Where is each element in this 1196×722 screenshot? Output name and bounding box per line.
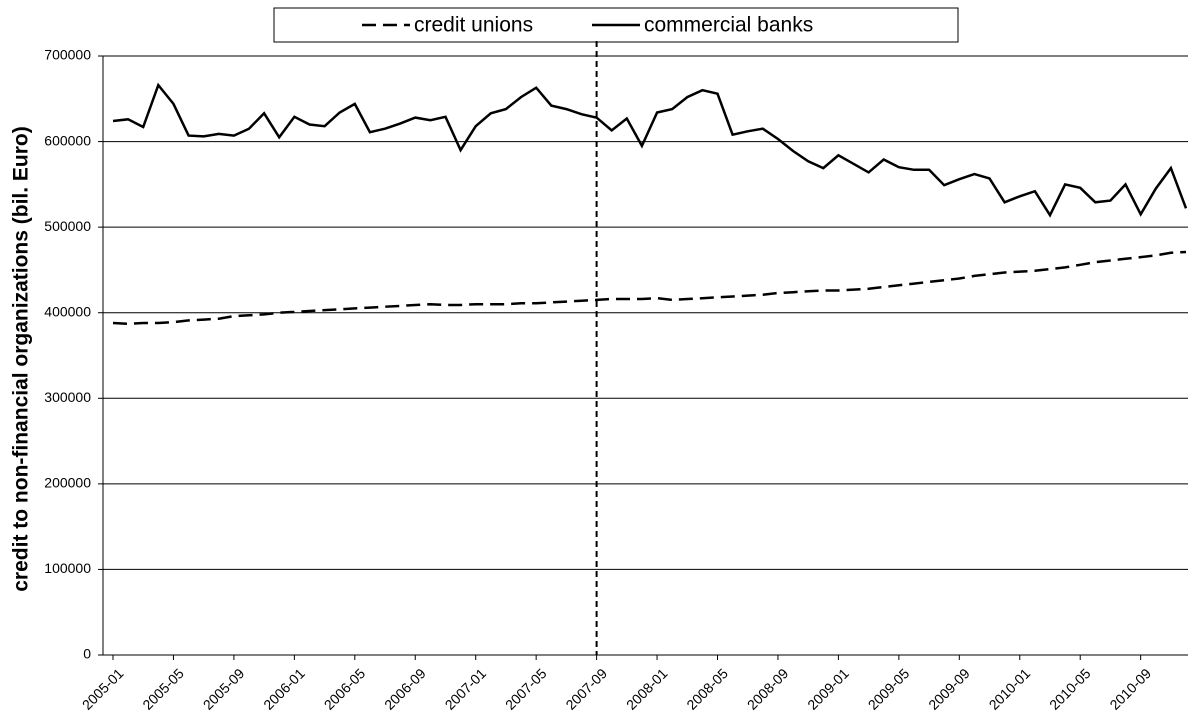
x-tick-label: 2009-01	[804, 665, 852, 713]
x-tick-label: 2005-01	[79, 665, 127, 713]
x-tick-label: 2010-05	[1046, 665, 1094, 713]
series-line	[112, 250, 1187, 326]
x-tick-label: 2009-09	[925, 665, 973, 713]
x-tick-label: 2009-05	[865, 665, 913, 713]
legend-label: commercial banks	[644, 14, 813, 37]
y-tick-label: 500000	[44, 218, 91, 234]
y-tick-label: 700000	[44, 47, 91, 63]
y-tick-label: 400000	[44, 303, 91, 319]
series-line	[112, 82, 1188, 218]
y-axis-label: credit to non-financial organizations (b…	[10, 126, 33, 592]
y-tick-label: 600000	[44, 132, 91, 148]
x-tick-label: 2006-05	[321, 665, 369, 713]
x-tick-label: 2007-05	[502, 665, 550, 713]
y-tick-label: 100000	[44, 560, 91, 576]
legend-label: credit unions	[414, 14, 533, 37]
x-tick-label: 2006-01	[260, 665, 308, 713]
x-tick-label: 2005-09	[200, 665, 248, 713]
x-tick-label: 2007-01	[442, 665, 490, 713]
x-tick-label: 2007-09	[562, 665, 610, 713]
y-tick-label: 0	[83, 646, 91, 662]
x-tick-label: 2008-09	[744, 665, 792, 713]
y-tick-label: 200000	[44, 475, 91, 491]
x-tick-label: 2010-09	[1106, 665, 1154, 713]
x-tick-label: 2008-05	[683, 665, 731, 713]
x-tick-label: 2010-01	[986, 665, 1034, 713]
x-tick-label: 2008-01	[623, 665, 671, 713]
y-tick-label: 300000	[44, 389, 91, 405]
x-tick-label: 2005-05	[139, 665, 187, 713]
x-tick-label: 2006-09	[381, 665, 429, 713]
